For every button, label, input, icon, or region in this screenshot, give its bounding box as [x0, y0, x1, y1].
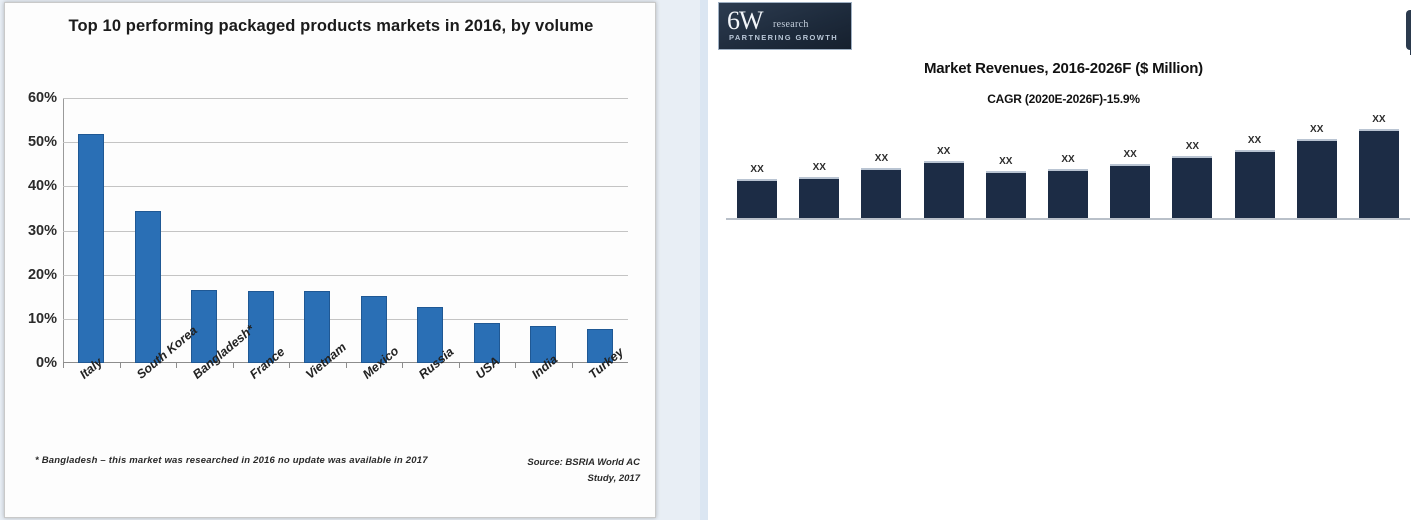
gridline: [63, 98, 628, 99]
gridline: [63, 318, 628, 320]
y-axis-tick-label: 40%: [27, 178, 57, 195]
revenue-bar-value: XX: [936, 146, 951, 158]
footnote: * Bangladesh – this market was researche…: [35, 455, 428, 466]
right-infographic-panel: 6W research PARTNERING GROWTH Bangladesh…: [700, 0, 1411, 520]
revenue-bar-value: XX: [1123, 148, 1137, 160]
revenue-bar: [1358, 128, 1399, 218]
y-axis-tick-label: 20%: [27, 266, 57, 283]
y-axis-labels: 0% 10% 20% 30% 40% 50% 60%: [5, 90, 57, 371]
air-conditioner-icon: [1406, 10, 1411, 55]
revenue-bar: [737, 178, 778, 218]
revenue-bar: [1296, 138, 1337, 218]
x-axis-tick: [289, 363, 290, 368]
x-axis-tick: [345, 363, 347, 368]
revenue-bar-value: XX: [1247, 134, 1262, 146]
revenue-bar: [923, 161, 964, 218]
gridline: [63, 274, 628, 276]
bar-plot-area: [63, 98, 628, 368]
source-note: Source: BSRIA World AC Study, 2017: [527, 457, 640, 484]
revenue-chart-title: Market Revenues, 2016-2026F ($ Million): [924, 60, 1203, 77]
logo-mark: 6W: [727, 6, 764, 35]
bar: [586, 329, 613, 363]
revenue-bar-chart: XX XX XX XX XX XX XX XX XX XX XX: [726, 114, 1410, 218]
x-axis-line: [63, 361, 628, 363]
bar: [417, 307, 444, 363]
x-axis-tick: [458, 363, 460, 368]
y-axis-tick-label: 0%: [36, 355, 57, 371]
x-axis-tick: [402, 363, 403, 368]
revenue-bar-value: XX: [1372, 113, 1386, 125]
gridline: [63, 142, 628, 144]
y-axis-tick-label: 30%: [27, 222, 57, 239]
revenue-bar-value: XX: [999, 156, 1013, 168]
x-axis-tick: [571, 363, 573, 368]
revenue-bar: [799, 176, 840, 218]
revenue-bar: [861, 168, 902, 218]
6wresearch-logo: 6W research PARTNERING GROWTH: [718, 2, 852, 50]
revenue-bar-value: XX: [812, 161, 826, 173]
left-chart-panel: Top 10 performing packaged products mark…: [4, 2, 656, 518]
bar: [247, 291, 274, 363]
y-axis-tick-label: 50%: [27, 134, 57, 151]
revenue-bar: [1172, 156, 1213, 218]
bar: [134, 211, 161, 363]
bar: [530, 325, 557, 363]
revenue-bar-value: XX: [874, 153, 889, 164]
logo-tagline: PARTNERING GROWTH: [729, 33, 839, 42]
bar: [473, 322, 500, 363]
x-axis-tick: [232, 363, 234, 368]
revenue-bar-value: XX: [750, 163, 764, 175]
revenue-bar: [1110, 163, 1151, 218]
x-axis-tick: [515, 363, 516, 368]
x-axis-tick: [63, 363, 64, 368]
y-axis-tick-label: 10%: [27, 310, 57, 327]
left-chart-title: Top 10 performing packaged products mark…: [68, 17, 594, 35]
y-axis-tick-label: 60%: [27, 90, 57, 106]
revenue-bar: [1234, 149, 1275, 218]
revenue-bar-value: XX: [1310, 123, 1324, 135]
logo-word: research: [773, 19, 809, 30]
gridline: [63, 186, 628, 188]
bar: [191, 289, 218, 363]
bar: [304, 291, 331, 363]
gridline: [63, 230, 628, 232]
revenue-axis-line: [726, 218, 1410, 220]
revenue-bar-value: XX: [1185, 141, 1200, 153]
revenue-bar-value: XX: [1061, 154, 1075, 166]
bar: [78, 134, 105, 363]
revenue-bar: [1048, 169, 1088, 218]
bar: [360, 295, 387, 363]
revenue-bar: [985, 171, 1026, 218]
x-axis-tick: [119, 363, 121, 368]
x-axis-tick: [176, 363, 177, 368]
cagr-note: CAGR (2020E-2026F)-15.9%: [987, 92, 1140, 106]
